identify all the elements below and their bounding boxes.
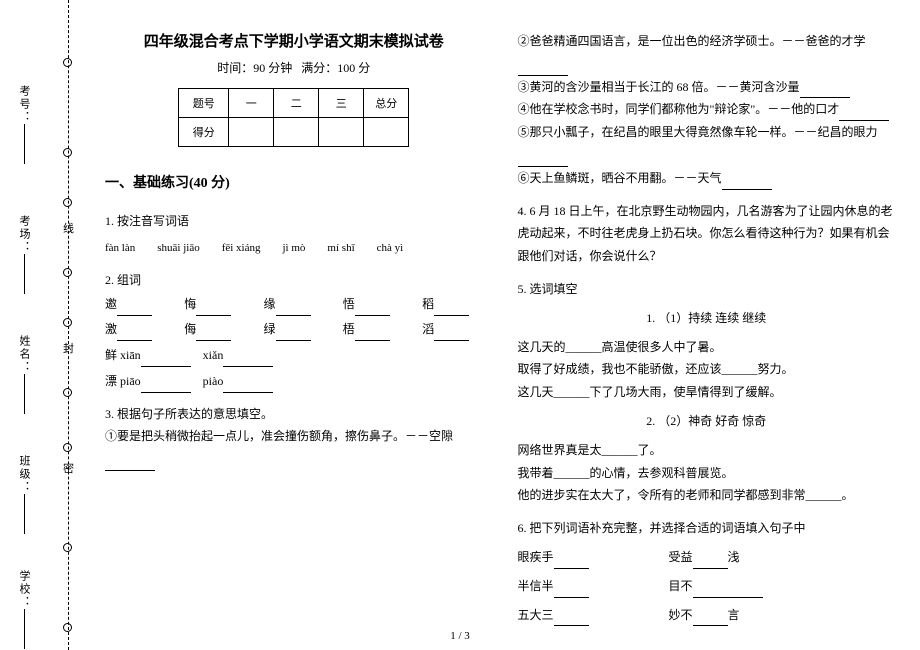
seal-word: 封: [63, 340, 74, 356]
side-label-name: 姓名：: [16, 335, 32, 374]
punch-hole: [63, 543, 72, 552]
punch-hole: [63, 388, 72, 397]
question-4: 4. 6 月 18 日上午，在北京野生动物园内，几名游客为了让园内休息的老虎动起…: [518, 200, 896, 268]
score-header-label: 题号: [179, 89, 229, 118]
page-number: 1 / 3: [0, 630, 920, 642]
punch-hole: [63, 58, 72, 67]
pinyin-row: fàn làn shuāi jiāo fēi xiáng jì mò mí sh…: [105, 238, 483, 259]
punch-hole: [63, 148, 72, 157]
punch-hole: [63, 318, 72, 327]
side-label-num: 考号：: [16, 85, 32, 124]
question-6: 6. 把下列词语补充完整，并选择合适的词语填入句子中 眼疾手 受益浅 半信半 目…: [518, 517, 896, 626]
side-label-class: 班级：: [16, 455, 32, 494]
question-1: 1. 按注音写词语 fàn làn shuāi jiāo fēi xiáng j…: [105, 210, 483, 259]
side-label-room: 考场：: [16, 215, 32, 254]
binding-strip: 学校： 班级： 姓名： 考场： 考号： 密 封 线: [18, 0, 88, 650]
score-row-label: 得分: [179, 118, 229, 147]
left-column: 四年级混合考点下学期小学语文期末模拟试卷 时间：90 分钟 满分：100 分 题…: [105, 30, 483, 630]
question-2: 2. 组词 邀 悔 缘 悟 稻 激 侮 绿 梧 滔 鲜 xiān xiǎn 漂 …: [105, 269, 483, 393]
punch-hole: [63, 268, 72, 277]
question-5: 5. 选词填空 1. （1）持续 连续 继续 这几天的______高温使很多人中…: [518, 278, 896, 507]
page-subtitle: 时间：90 分钟 满分：100 分: [105, 59, 483, 76]
punch-hole: [63, 443, 72, 452]
seal-word: 密: [63, 460, 74, 476]
page-title: 四年级混合考点下学期小学语文期末模拟试卷: [105, 30, 483, 51]
punch-hole: [63, 198, 72, 207]
page-content: 四年级混合考点下学期小学语文期末模拟试卷 时间：90 分钟 满分：100 分 题…: [105, 30, 895, 630]
score-table: 题号 一 二 三 总分 得分: [178, 88, 409, 147]
question-3: 3. 根据句子所表达的意思填空。 ①要是把头稍微抬起一点儿，准会撞伤额角，擦伤鼻…: [105, 403, 483, 471]
seal-word: 线: [63, 220, 74, 236]
right-column: ②爸爸精通四国语言，是一位出色的经济学硕士。－－爸爸的才学 ③黄河的含沙量相当于…: [518, 30, 896, 630]
section-1-title: 一、基础练习(40 分): [105, 172, 483, 192]
side-label-school: 学校：: [16, 570, 32, 609]
